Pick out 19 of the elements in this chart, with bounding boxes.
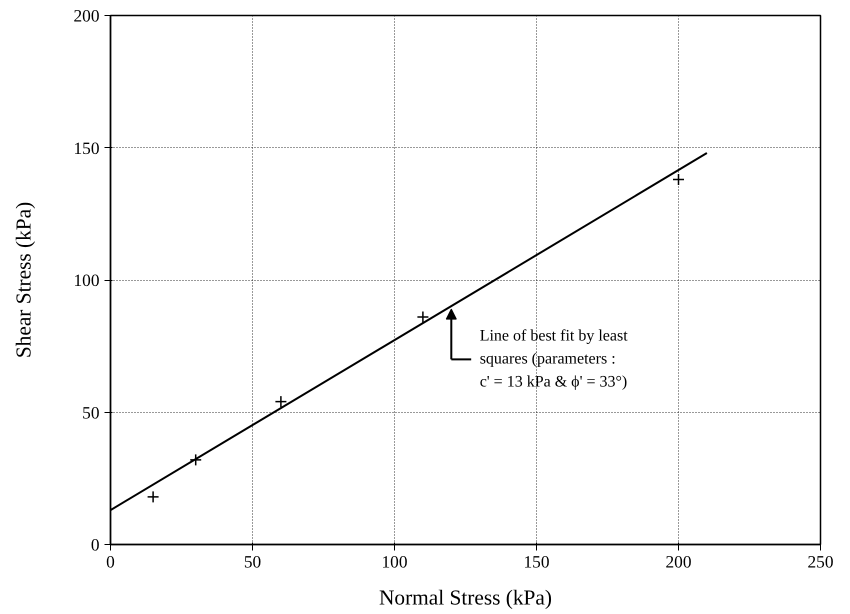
annotation: Line of best fit by least squares (parameters : c' = 13 kPa & ϕ' = 33°) [480, 328, 628, 391]
y-tick-label: 150 [74, 138, 100, 158]
point [146, 490, 160, 504]
x-tick-label: 100 [382, 552, 408, 572]
point [189, 454, 202, 466]
x-tick-label: 250 [808, 552, 834, 572]
x-axis-title: Normal Stress (kPa) [379, 586, 552, 610]
y-tick-label: 200 [74, 6, 100, 26]
y-tick-label: 0 [90, 536, 100, 554]
x-tick-label: 200 [666, 552, 692, 572]
x-tick-label: 150 [524, 552, 550, 572]
y-tick-label: 50 [82, 403, 100, 422]
y-axis-title: Shear Stress (kPa) [12, 202, 36, 358]
point [274, 395, 288, 408]
point [416, 310, 430, 324]
x-tick-label: 50 [244, 552, 262, 572]
y-tick-label: 100 [74, 271, 100, 290]
x-tick-label: 0 [106, 552, 115, 572]
point [672, 173, 685, 186]
